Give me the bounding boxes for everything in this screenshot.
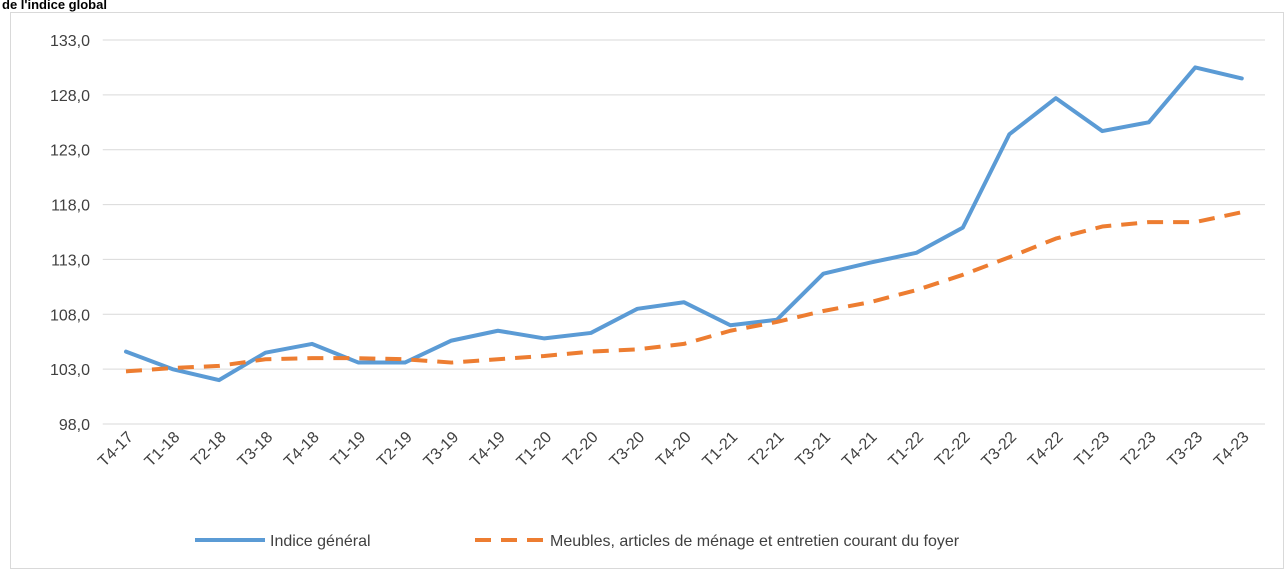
chart-title: de l'indice global <box>2 0 107 12</box>
line-series <box>123 65 1244 383</box>
y-tick-label: 98,0 <box>59 417 90 434</box>
y-tick-label: 118,0 <box>51 198 90 215</box>
y-tick-label: 113,0 <box>51 252 90 269</box>
y-tick-label: 133,0 <box>50 33 90 50</box>
legend-label: Indice général <box>270 533 371 550</box>
legend-label: Meubles, articles de ménage et entretien… <box>550 533 960 550</box>
y-tick-label: 108,0 <box>50 307 90 324</box>
y-tick-label: 103,0 <box>50 362 90 379</box>
line-series <box>125 210 1243 374</box>
y-tick-label: 123,0 <box>50 143 90 160</box>
y-tick-label: 128,0 <box>50 88 90 105</box>
chart-border <box>10 12 1284 569</box>
